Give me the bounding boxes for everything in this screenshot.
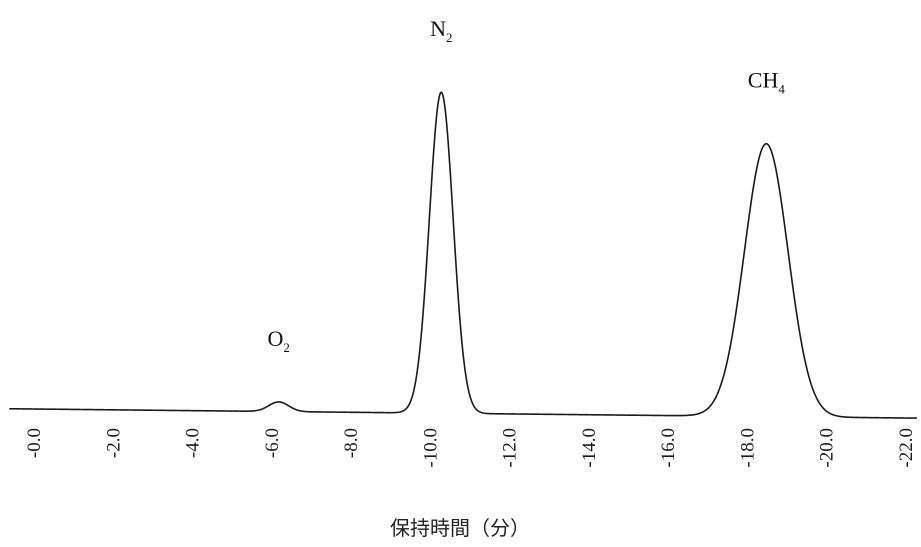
peak-label: CH4 — [748, 68, 786, 97]
x-tick-label: -4.0 — [183, 428, 204, 458]
x-tick-label: -2.0 — [103, 428, 124, 458]
x-tick-label: -20.0 — [817, 428, 838, 468]
x-tick-label: -18.0 — [738, 428, 759, 468]
x-tick-label: -16.0 — [658, 428, 679, 468]
x-tick-label: -12.0 — [500, 428, 521, 468]
x-axis-label: 保持時間（分） — [390, 516, 530, 540]
chromatogram-trace — [9, 91, 917, 419]
x-tick-label: -8.0 — [341, 428, 362, 458]
x-tick-label: -0.0 — [24, 428, 45, 458]
peak-label: O2 — [268, 326, 290, 355]
x-tick-label: -10.0 — [420, 428, 441, 468]
peak-label: N2 — [430, 16, 452, 45]
x-tick-label: -14.0 — [579, 428, 600, 468]
x-tick-label: -22.0 — [896, 428, 917, 468]
x-tick-label: -6.0 — [262, 428, 283, 458]
